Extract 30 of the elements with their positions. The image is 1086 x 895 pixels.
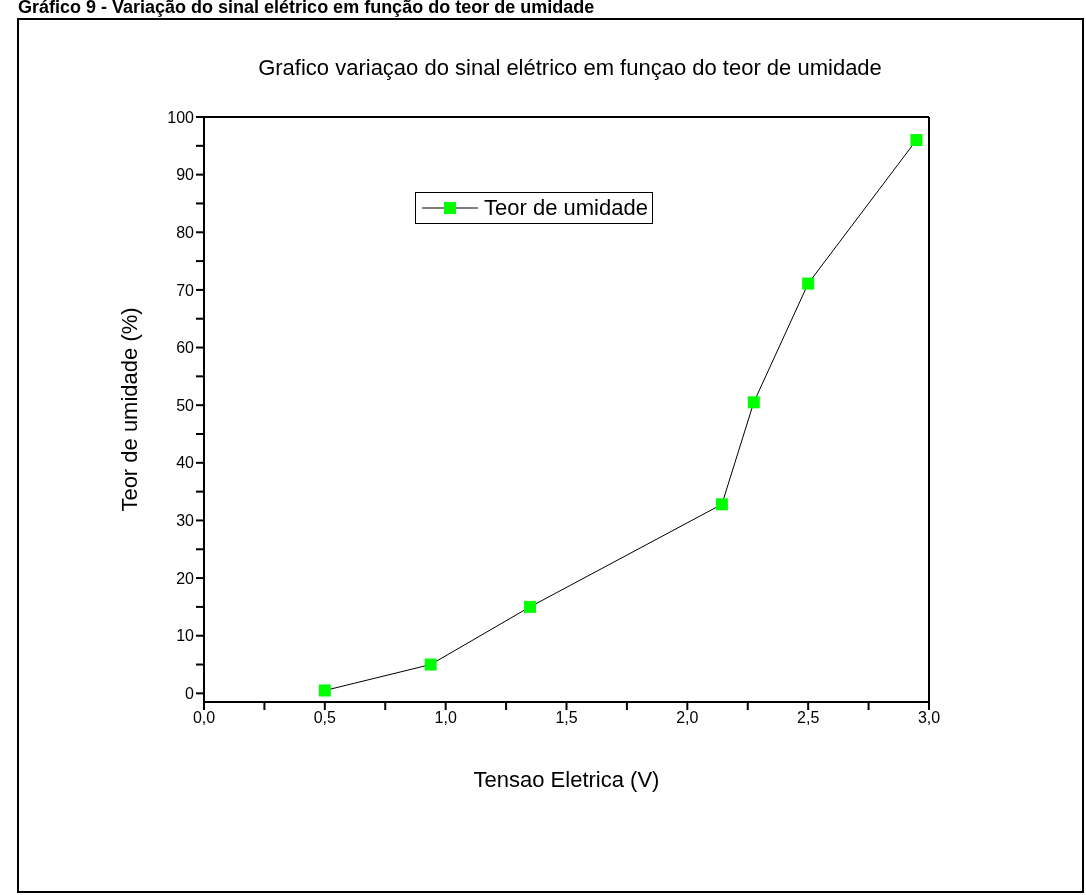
x-tick-label: 1,5: [555, 709, 578, 727]
y-tick-label: 50: [176, 396, 195, 414]
y-tick-label: 60: [176, 339, 195, 357]
y-tick-label: 40: [176, 454, 195, 472]
y-tick-label: 70: [176, 281, 195, 299]
x-axis-title: Tensao Eletrica (V): [473, 767, 660, 792]
chart-title: Gráfico 9 - Variação do sinal elétrico em função do teor de umidade: [18, 0, 595, 18]
x-tick-label: 0,0: [192, 709, 216, 727]
y-tick-label: 0: [185, 685, 195, 703]
x-tick-label: 0,5: [313, 709, 337, 727]
point: [910, 134, 923, 147]
point: [802, 277, 815, 290]
y-tick-label: 20: [176, 569, 195, 587]
chart-subtitle: Grafico variaçao do sinal elétrico em funçao do teor de umidade: [257, 55, 883, 81]
y-tick-label: 100: [167, 108, 195, 126]
point: [524, 600, 537, 613]
y-tick-label: 30: [176, 512, 195, 530]
y-tick-label: 80: [176, 223, 195, 241]
y-tick-label: 90: [176, 166, 195, 184]
x-tick-label: 2,5: [797, 709, 820, 727]
point: [715, 498, 728, 511]
point: [747, 396, 760, 409]
legend-label: Teor de umidade: [484, 195, 648, 221]
x-tick-label: 1,0: [434, 709, 457, 727]
x-tick-label: 3,0: [917, 709, 941, 727]
point: [318, 684, 331, 697]
point: [424, 658, 437, 671]
y-axis-title: Teor de umidade (%): [116, 307, 142, 512]
y-tick-label: 10: [176, 627, 195, 645]
x-tick-label: 2,0: [676, 709, 699, 727]
